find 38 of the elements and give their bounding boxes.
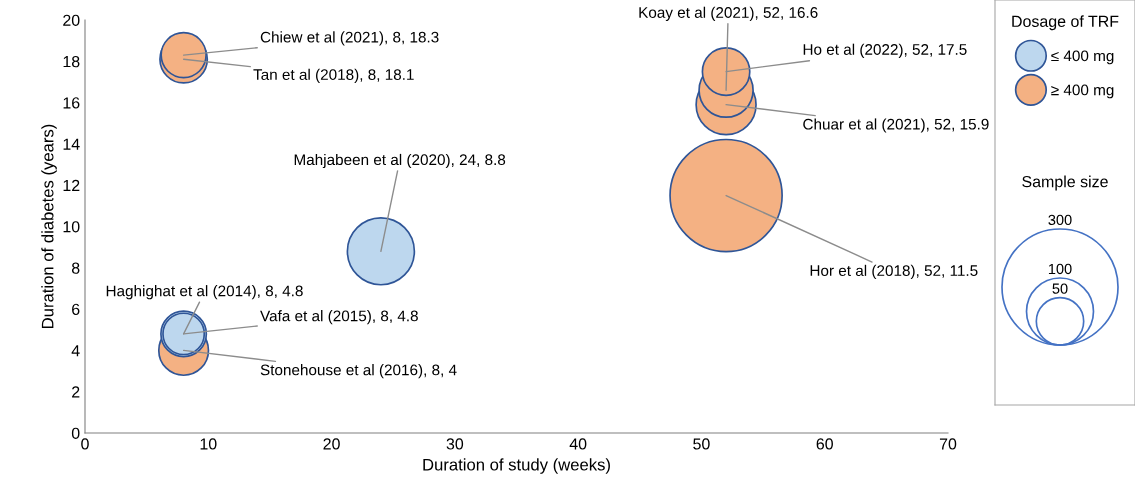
legend-label: ≤ 400 mg: [1051, 50, 1114, 65]
x-tick-label: 20: [323, 438, 340, 450]
legend-label: 100: [1048, 263, 1072, 275]
text: Sample size: [1022, 175, 1108, 191]
x-tick-label: 50: [693, 438, 710, 450]
x-tick-label: 0: [81, 438, 89, 450]
annotation: Vafa et al (2015), 8, 4.8: [260, 310, 418, 325]
annotation: Haghighat et al (2014), 8, 4.8: [106, 285, 303, 300]
x-tick-label: 30: [446, 438, 464, 450]
annotation: Ho et al (2022), 52, 17.5: [803, 43, 967, 58]
x-axis-title: Duration of study (weeks): [423, 458, 610, 474]
annotation: Koay et al (2021), 52, 16.6: [639, 6, 818, 21]
y-tick-label: 10: [63, 221, 80, 233]
y-tick-label: 20: [63, 14, 80, 26]
annotation: Hor et al (2018), 52, 11.5: [810, 264, 978, 280]
y-tick-label: 6: [72, 303, 80, 316]
x-tick-label: 60: [816, 438, 833, 450]
y-tick-label: 4: [71, 345, 80, 357]
x-tick-label: 40: [569, 438, 587, 450]
legend-label: 50: [1052, 283, 1068, 294]
y-tick-label: 0: [71, 427, 80, 439]
y-tick-label: 12: [63, 179, 80, 191]
x-tick-label: 10: [200, 438, 217, 450]
legend-label: 300: [1048, 214, 1072, 226]
legend-title: Dosage of TRF: [1012, 15, 1119, 31]
annotation: Chiew et al (2021), 8, 18.3: [260, 31, 439, 46]
y-tick-label: 14: [63, 138, 80, 150]
annotation: Stonehouse et al (2016), 8, 4: [260, 364, 457, 379]
x-tick-label: 70: [939, 438, 957, 450]
y-tick-label: 8: [71, 262, 80, 274]
y-tick-label: 18: [63, 55, 80, 68]
annotation: Chuar et al (2021), 52, 15.9: [803, 118, 989, 133]
y-tick-label: 16: [63, 97, 80, 109]
annotation: Mahjabeen et al (2020), 24, 8.8: [294, 153, 506, 169]
annotation: Tan et al (2018), 8, 18.1: [253, 68, 414, 84]
y-axis-title: Duration of diabetes (years): [41, 124, 57, 328]
y-tick-label: 2: [72, 386, 80, 398]
legend-label: ≥ 400 mg: [1051, 84, 1114, 99]
